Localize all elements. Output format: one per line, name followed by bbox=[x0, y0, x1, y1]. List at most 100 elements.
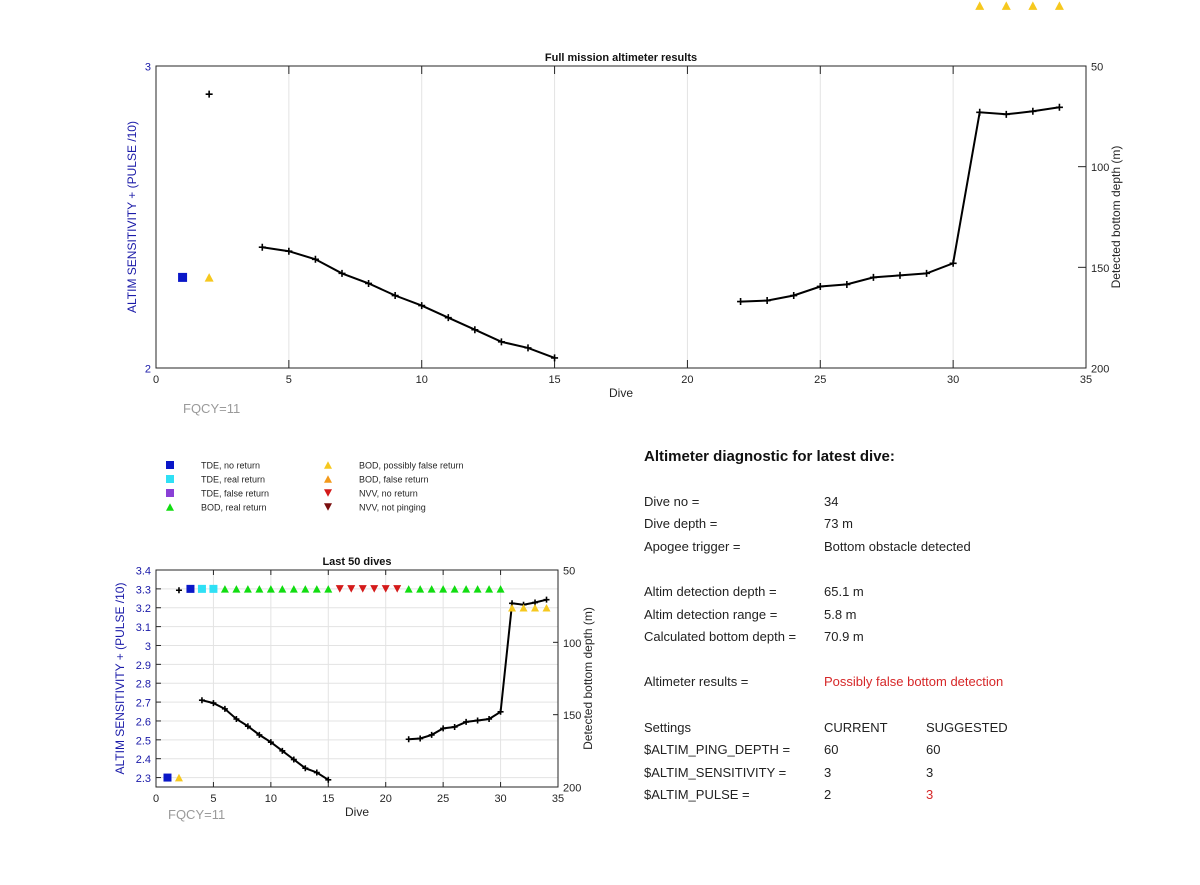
bottom-depth-point bbox=[210, 700, 217, 707]
y-tick-label: 3.2 bbox=[136, 603, 151, 615]
setting-label: $ALTIM_PING_DEPTH = bbox=[644, 742, 791, 757]
diag-label: Dive no = bbox=[644, 494, 700, 509]
legend: TDE, no return TDE, real return TDE, false… bbox=[166, 461, 464, 513]
y2-tick-label: 150 bbox=[563, 710, 581, 722]
marker-nvv-no-return bbox=[335, 585, 344, 593]
marker-bod-real-return bbox=[289, 585, 298, 593]
marker-bod-possibly-false bbox=[542, 603, 551, 612]
y2-tick-label: 200 bbox=[563, 783, 581, 795]
y-axis-label: ALTIM SENSITIVITY + (PULSE /10) bbox=[113, 583, 127, 775]
bottom-depth-point bbox=[471, 326, 479, 334]
marker-bod-real-return bbox=[427, 585, 436, 593]
bottom-depth-point bbox=[233, 716, 240, 723]
fqcy-annotation: FQCY=11 bbox=[183, 401, 240, 416]
diag-value-warning: Possibly false bottom detection bbox=[824, 674, 1004, 689]
bottom-depth-point bbox=[279, 747, 286, 754]
marker-bod-possibly-false bbox=[204, 273, 214, 282]
legend-item: BOD, real return bbox=[166, 503, 267, 513]
x-tick-label: 30 bbox=[947, 374, 959, 386]
marker-bod-possibly-false bbox=[531, 603, 540, 612]
marker-nvv-no-return bbox=[381, 585, 390, 593]
x-tick-label: 5 bbox=[210, 793, 216, 805]
bottom-depth-point bbox=[428, 731, 435, 738]
legend-label: NVV, no return bbox=[359, 489, 418, 499]
bottom-depth-point bbox=[923, 269, 931, 277]
marker-bod-real-return bbox=[243, 585, 252, 593]
marker-bod-real-return bbox=[266, 585, 275, 593]
setting-suggested: 60 bbox=[926, 742, 941, 757]
diag-row-detection-depth: Altim detection depth = 65.1 m bbox=[644, 584, 1164, 602]
bottom-depth-point bbox=[175, 587, 182, 594]
y-tick-label: 3.1 bbox=[136, 622, 151, 634]
legend-item: NVV, no return bbox=[324, 489, 418, 499]
bottom-depth-point bbox=[524, 344, 532, 352]
settings-header-current: CURRENT bbox=[824, 720, 888, 735]
diag-value: 5.8 m bbox=[824, 607, 857, 622]
marker-bod-real-return bbox=[473, 585, 482, 593]
marker-tde-no-return bbox=[163, 773, 172, 782]
x-axis-label: Dive bbox=[345, 805, 369, 819]
bottom-depth-point bbox=[497, 708, 504, 715]
x-tick-label: 30 bbox=[494, 793, 506, 805]
altimeter-diagnostic-panel: Altimeter diagnostic for latest dive: Di… bbox=[644, 440, 1164, 820]
marker-bod-real-return bbox=[416, 585, 425, 593]
y-axis-label: ALTIM SENSITIVITY + (PULSE /10) bbox=[125, 121, 139, 313]
diag-row-altimeter-results: Altimeter results = Possibly false botto… bbox=[644, 674, 1164, 692]
diag-row-detection-range: Altim detection range = 5.8 m bbox=[644, 607, 1164, 625]
setting-suggested: 3 bbox=[926, 765, 934, 780]
y-tick-label: 2.8 bbox=[136, 679, 151, 691]
bottom-depth-point bbox=[256, 731, 263, 738]
y2-tick-label: 50 bbox=[1091, 62, 1103, 74]
marker-bod-real-return bbox=[301, 585, 310, 593]
y-tick-label: 3 bbox=[145, 62, 151, 74]
legend-label: NVV, not pinging bbox=[359, 503, 426, 513]
bottom-depth-point bbox=[417, 735, 424, 742]
diag-row-dive-no: Dive no = 34 bbox=[644, 494, 1164, 512]
diag-label: Dive depth = bbox=[644, 516, 718, 531]
diag-label: Calculated bottom depth = bbox=[644, 629, 797, 644]
marker-bod-possibly-false bbox=[174, 773, 183, 782]
x-tick-label: 20 bbox=[681, 374, 693, 386]
bottom-depth-point bbox=[440, 725, 447, 732]
diagnostic-title: Altimeter diagnostic for latest dive: bbox=[644, 448, 895, 465]
settings-header-label: Settings bbox=[644, 720, 691, 735]
bottom-depth-point bbox=[451, 723, 458, 730]
bottom-depth-point bbox=[790, 292, 798, 300]
bottom-depth-point bbox=[1002, 110, 1010, 118]
bottom-depth-point bbox=[543, 596, 550, 603]
marker-nvv-no-return bbox=[370, 585, 379, 593]
bottom-depth-point bbox=[365, 279, 373, 287]
bottom-depth-point bbox=[763, 297, 771, 305]
bottom-depth-point bbox=[205, 90, 213, 98]
x-tick-label: 20 bbox=[380, 793, 392, 805]
legend-item: TDE, no return bbox=[166, 461, 260, 471]
x-tick-label: 5 bbox=[286, 374, 292, 386]
legend-marker-nvv-no-return bbox=[324, 489, 332, 497]
setting-current: 60 bbox=[824, 742, 839, 757]
y2-tick-label: 100 bbox=[1091, 162, 1109, 174]
legend-marker-bod-possibly-false bbox=[324, 461, 332, 469]
marker-bod-real-return bbox=[450, 585, 459, 593]
diag-value: Bottom obstacle detected bbox=[824, 539, 971, 554]
marker-bod-real-return bbox=[462, 585, 471, 593]
bottom-depth-point bbox=[338, 269, 346, 277]
marker-bod-possibly-false bbox=[519, 603, 528, 612]
y-tick-label: 2 bbox=[145, 364, 151, 376]
x-tick-label: 10 bbox=[416, 374, 428, 386]
x-tick-label: 25 bbox=[437, 793, 449, 805]
legend-label: BOD, real return bbox=[201, 503, 267, 513]
chart-full-mission: 0 5 10 15 20 25 30 35 2 3 50 100 150 200 Full mission … bbox=[125, 1, 1123, 416]
legend-label: BOD, false return bbox=[359, 475, 429, 485]
marker-bod-real-return bbox=[312, 585, 321, 593]
setting-label: $ALTIM_SENSITIVITY = bbox=[644, 765, 787, 780]
diag-row-bottom-depth: Calculated bottom depth = 70.9 m bbox=[644, 629, 1164, 647]
chart-title: Last 50 dives bbox=[322, 556, 391, 568]
bottom-depth-point bbox=[325, 776, 332, 783]
diag-value: 65.1 m bbox=[824, 584, 864, 599]
marker-bod-real-return bbox=[439, 585, 448, 593]
bottom-depth-point bbox=[444, 314, 452, 322]
diag-label: Altimeter results = bbox=[644, 674, 749, 689]
y2-tick-label: 100 bbox=[563, 638, 581, 650]
legend-label: TDE, false return bbox=[201, 489, 269, 499]
